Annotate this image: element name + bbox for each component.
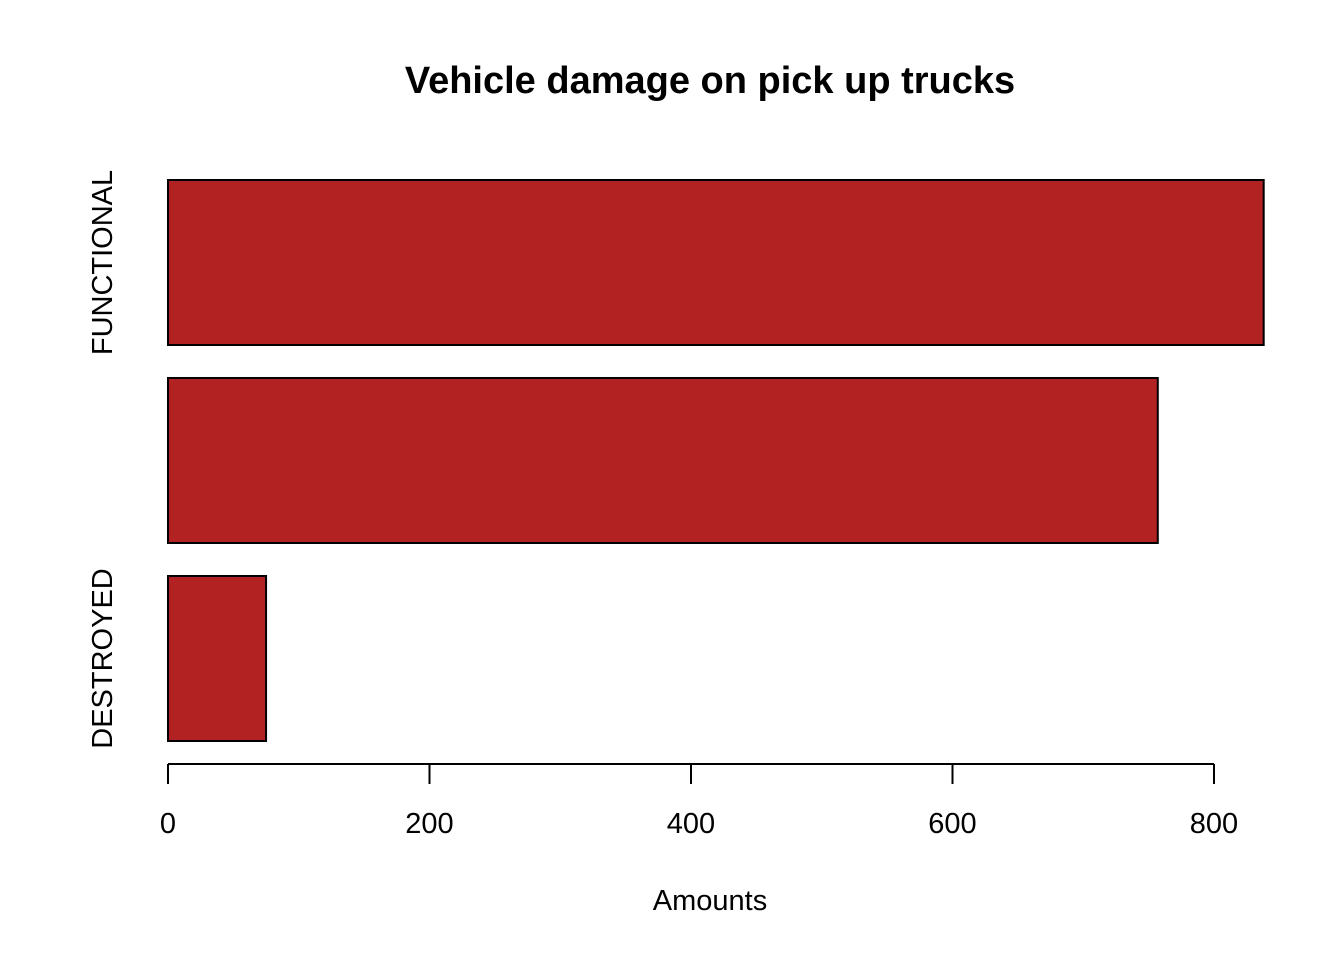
x-axis-label: Amounts — [653, 885, 767, 917]
category-label-destroyed: DESTROYED — [87, 568, 119, 748]
x-axis-ticks-group: 0 200 400 600 800 — [160, 764, 1238, 840]
x-tick-label-600: 600 — [928, 808, 976, 840]
category-label-functional: FUNCTIONAL — [87, 170, 119, 355]
bars-group — [167, 179, 1265, 742]
x-tick-label-400: 400 — [667, 808, 715, 840]
x-tick-label-200: 200 — [405, 808, 453, 840]
x-tick-label-0: 0 — [160, 808, 176, 840]
bar-1 — [167, 179, 1265, 346]
bar-3 — [167, 575, 268, 742]
x-tick-label-800: 800 — [1190, 808, 1238, 840]
category-labels-group: FUNCTIONAL DESTROYED — [87, 170, 119, 749]
bar-2 — [167, 377, 1159, 544]
chart-title: Vehicle damage on pick up trucks — [405, 60, 1015, 102]
